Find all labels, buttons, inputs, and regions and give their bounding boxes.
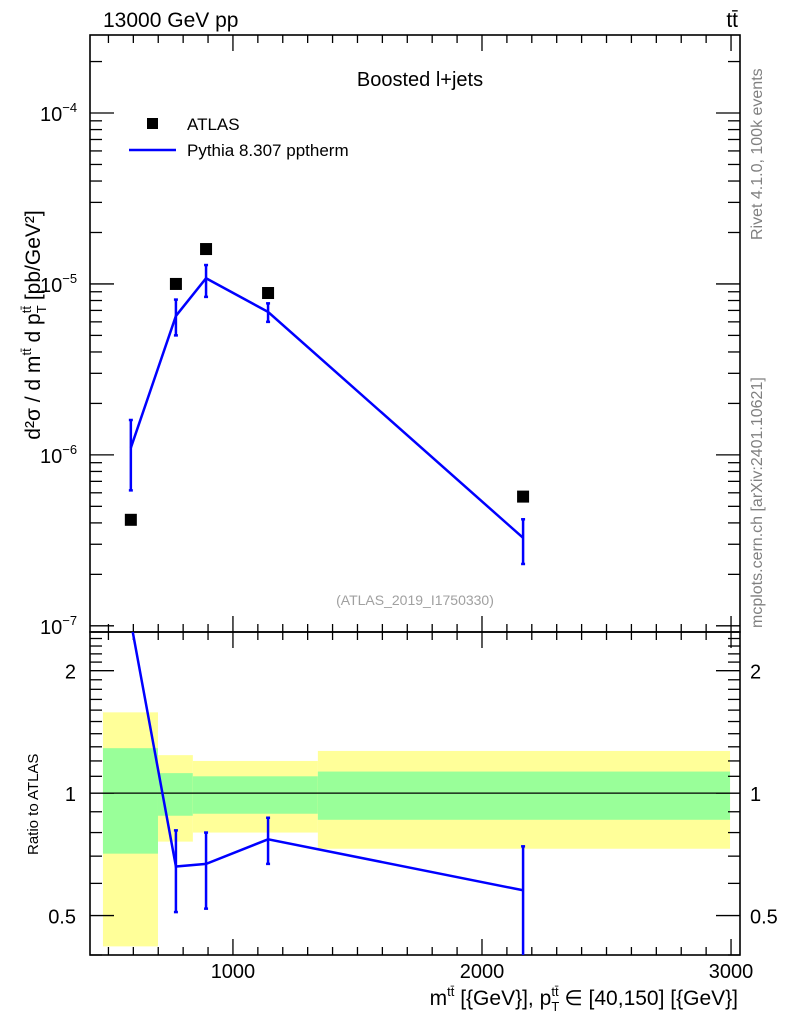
y-tick-base: 10 <box>40 104 62 126</box>
mcplots-label: mcplots.cern.ch [arXiv:2401.10621] <box>749 377 766 628</box>
label-text: ∈ [40,150] [{GeV}] <box>559 987 738 1010</box>
y-tick-base: 10 <box>40 446 62 468</box>
atlas-data-point <box>200 243 213 256</box>
atlas-data-point <box>517 490 530 503</box>
x-tick-label: 3000 <box>709 961 754 983</box>
header-process: tt̄ <box>726 9 738 32</box>
atlas-data-point <box>262 287 275 300</box>
x-tick-label: 1000 <box>211 961 256 983</box>
header-energy: 13000 GeV pp <box>103 9 238 32</box>
pythia-line <box>129 276 524 539</box>
rivet-label: Rivet 4.1.0, 100k events <box>749 68 766 240</box>
y-tick-label: 10−4 <box>40 100 77 126</box>
ratio-plot: 2 2 1 1 0.5 0.5 1000 2000 3000 <box>48 631 778 983</box>
ratio-frame <box>89 631 741 956</box>
ratio-series <box>131 632 526 955</box>
y-tick-exp: −6 <box>62 442 77 457</box>
green-band <box>317 771 731 820</box>
legend-atlas-label: ATLAS <box>187 115 240 134</box>
atlas-data-point <box>169 277 182 290</box>
y-tick-label: 10−5 <box>40 271 77 297</box>
x-tick-label: 2000 <box>460 961 505 983</box>
label-superscript: tt̄ <box>19 306 34 314</box>
y-tick-label-left: 2 <box>65 662 76 684</box>
y-tick-label-left: 0.5 <box>48 907 76 929</box>
y-tick-base: 10 <box>40 617 62 639</box>
ratio-ylabel: Ratio to ATLAS <box>25 754 42 855</box>
y-tick-label-right: 0.5 <box>750 907 778 929</box>
label-subscript: T <box>34 305 49 313</box>
y-tick-label: 10−7 <box>40 613 77 639</box>
legend: ATLAS Pythia 8.307 pptherm <box>129 115 349 160</box>
label-text: [pb/GeV²] <box>22 210 45 306</box>
green-band <box>102 748 158 854</box>
y-tick-base: 10 <box>40 275 62 297</box>
label-superscript: tt̄ <box>19 348 34 356</box>
legend-atlas-marker <box>147 118 158 129</box>
label-subscript: T <box>551 999 559 1014</box>
green-band <box>192 776 318 814</box>
y-tick-label-right: 2 <box>750 662 761 684</box>
y-tick-label-left: 1 <box>65 784 76 806</box>
main-plot: 10−410−510−610−7 <box>40 34 741 639</box>
label-text: m <box>430 987 448 1010</box>
label-text: [{GeV}], p <box>454 987 551 1010</box>
label-superscript: tt̄ <box>551 984 559 999</box>
y-tick-exp: −4 <box>62 100 77 115</box>
label-text: d²σ / d m <box>22 356 45 440</box>
analysis-annotation: (ATLAS_2019_I1750330) <box>336 592 494 608</box>
main-title: Boosted l+jets <box>357 69 483 91</box>
main-ylabel: d²σ / d m^tt̄ d p_T^tt̄ [pb/GeV²] <box>19 210 49 439</box>
label-superscript: tt̄ <box>447 984 455 999</box>
atlas-data-point <box>124 513 137 526</box>
y-tick-label: 10−6 <box>40 442 77 468</box>
legend-pythia-label: Pythia 8.307 pptherm <box>187 141 349 160</box>
y-tick-exp: −5 <box>62 271 77 286</box>
x-axis-label: m^tt̄ [{GeV}], p_T^tt̄ ∈ [40,150] [{GeV}… <box>430 984 738 1014</box>
y-tick-label-right: 1 <box>750 784 761 806</box>
label-text: d p <box>22 313 45 348</box>
y-tick-exp: −7 <box>62 613 77 628</box>
